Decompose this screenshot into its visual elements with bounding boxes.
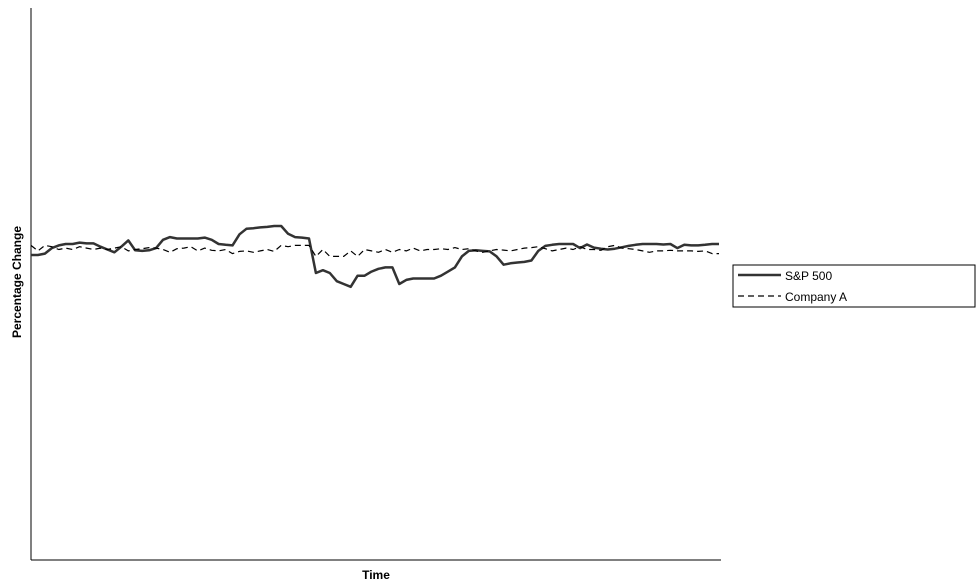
series-line-sp500 — [31, 224, 719, 289]
legend: S&P 500 Company A — [732, 264, 976, 308]
series-line-company-a — [30, 244, 719, 257]
legend-label-sp500: S&P 500 — [785, 269, 832, 283]
y-axis-title: Percentage Change — [10, 226, 24, 338]
legend-box — [732, 264, 976, 308]
series-group — [30, 224, 719, 289]
x-axis-title: Time — [362, 568, 390, 582]
legend-label-company-a: Company A — [785, 290, 847, 304]
